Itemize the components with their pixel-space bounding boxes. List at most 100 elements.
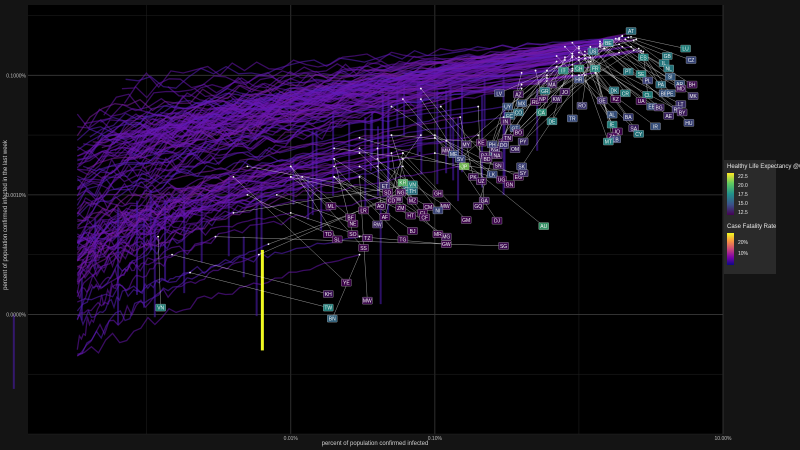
country-label: BY [679, 110, 686, 116]
country-label-box [362, 234, 373, 242]
country-label-box [509, 145, 521, 153]
data-point [390, 105, 393, 108]
country-label: PK [470, 175, 477, 181]
country-label-box [502, 134, 513, 142]
country-label: GM [462, 218, 470, 224]
data-point [390, 134, 393, 136]
country-label: MY [462, 142, 470, 148]
data-point [599, 45, 601, 48]
leader-line [434, 152, 499, 166]
data-point [642, 50, 645, 53]
data-point [289, 165, 292, 168]
country-label: GW [442, 242, 451, 248]
trajectory-line [76, 98, 422, 197]
data-point [630, 35, 632, 38]
leader-line [604, 48, 642, 75]
leader-line [302, 176, 351, 218]
country-label: BJ [410, 229, 416, 235]
country-label: ZW [394, 197, 402, 203]
country-label: KG [491, 147, 498, 153]
country-label: IE [610, 123, 615, 129]
country-label: CF [421, 215, 428, 221]
country-label: YE [343, 281, 350, 287]
country-label: DJ [494, 219, 501, 225]
legend-healthy-colorbar [727, 173, 734, 215]
data-point [635, 38, 638, 41]
leader-line [564, 45, 613, 92]
country-label-box [491, 217, 503, 225]
country-label: GQ [474, 204, 482, 210]
trajectory-line [76, 105, 392, 221]
data-point [189, 271, 191, 274]
country-label-box [623, 113, 634, 121]
country-label: NA [494, 153, 502, 159]
country-label-box [341, 279, 352, 287]
country-label-box [551, 95, 562, 103]
country-label: NE [349, 222, 357, 228]
country-label-box [397, 235, 409, 244]
trajectory-line [121, 39, 613, 90]
y-axis-label: percent of population confirmed infected… [3, 139, 9, 290]
trajectory-line [76, 158, 378, 210]
y-tick-label: 0.1000% [6, 73, 26, 79]
country-label-box [597, 96, 608, 105]
data-point [401, 98, 404, 100]
country-label: IL [662, 61, 666, 67]
country-label-box [687, 92, 699, 100]
country-label-box [590, 64, 601, 73]
data-point [546, 74, 548, 77]
country-label: NL [666, 66, 673, 72]
trajectory-line [89, 69, 566, 138]
leader-line [514, 72, 596, 150]
country-label-box [603, 137, 614, 146]
data-point [578, 47, 580, 50]
country-label: TN [504, 136, 511, 142]
trajectory-line [77, 77, 548, 190]
leader-line [215, 236, 504, 247]
country-label: PT [625, 70, 631, 76]
leader-line [377, 148, 381, 207]
country-label-box [567, 114, 578, 123]
country-label-box [375, 202, 386, 210]
data-point [571, 69, 574, 72]
country-label: TH [409, 189, 416, 195]
country-label-box [459, 162, 470, 170]
country-label: NI [435, 208, 440, 214]
country-label-box [504, 180, 515, 188]
country-label-box [559, 88, 571, 96]
data-point [571, 74, 574, 77]
country-label: BN [329, 317, 336, 323]
country-label: BE [605, 41, 612, 47]
trajectory-line [77, 147, 378, 222]
leader-line [633, 40, 665, 64]
leader-line [190, 272, 329, 308]
data-point [477, 134, 480, 136]
country-label: SK [518, 164, 525, 170]
country-label-box [487, 170, 498, 179]
leader-line [332, 254, 360, 319]
trajectory-line [76, 165, 335, 276]
country-label-box [638, 53, 649, 61]
data-point [419, 98, 422, 100]
data-point [376, 165, 379, 168]
country-label: TG [399, 237, 406, 243]
trajectory-line [76, 212, 291, 283]
country-label: AT [628, 29, 634, 35]
country-label-box [610, 95, 621, 103]
country-label: SA [630, 126, 637, 132]
data-point [376, 157, 379, 160]
country-label: BO [515, 131, 522, 137]
trajectory-line [76, 116, 504, 226]
country-label: LB [613, 137, 620, 143]
country-label: UZ [478, 179, 485, 185]
leader-line [290, 176, 392, 201]
country-label: EG [515, 175, 522, 181]
country-label: ML [327, 204, 334, 210]
leader-line [402, 152, 467, 221]
country-label: LT [678, 102, 683, 108]
country-label: SE [638, 72, 645, 78]
trajectory-line [77, 74, 573, 161]
country-label-box [536, 108, 547, 117]
country-label-box [539, 87, 550, 95]
legend-healthy-tick: 17.5 [738, 192, 748, 198]
